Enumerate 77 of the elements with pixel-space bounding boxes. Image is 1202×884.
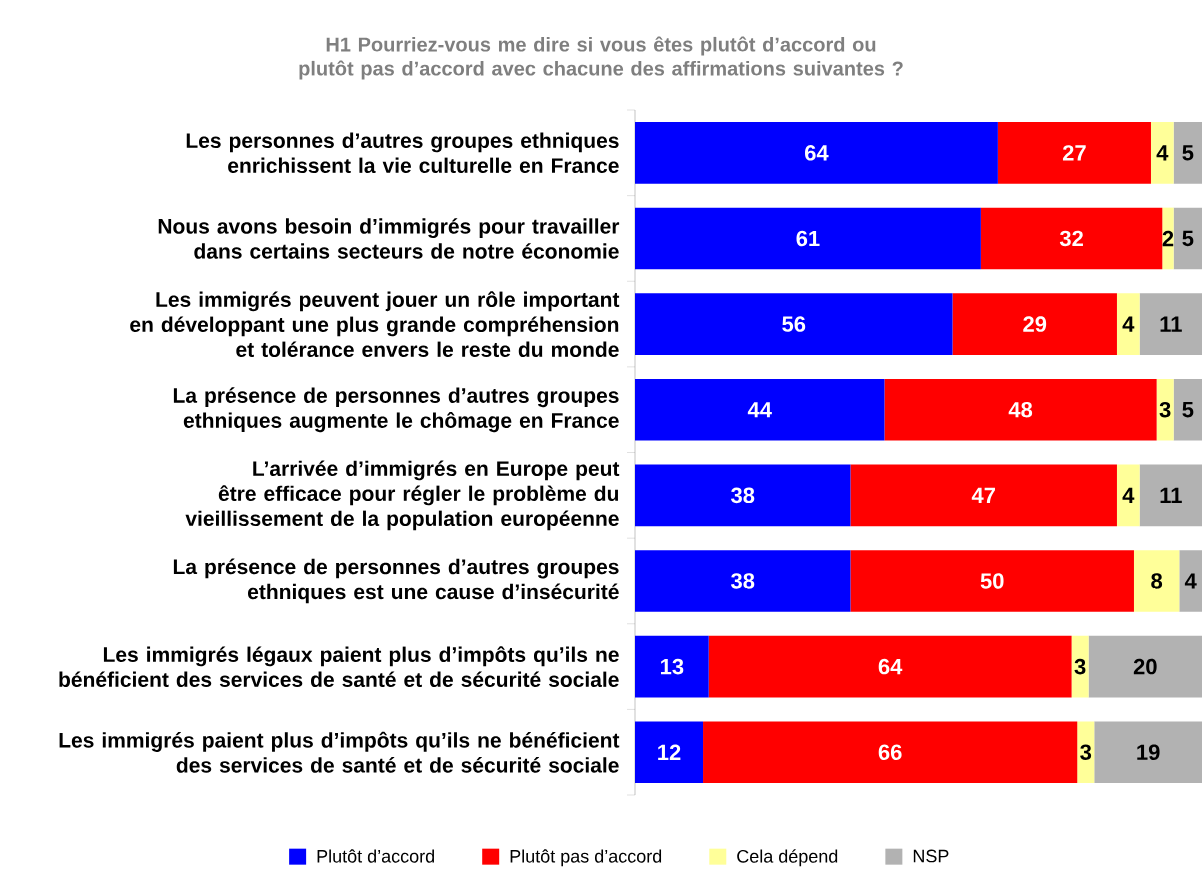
data-label: 56 xyxy=(782,316,806,332)
data-label: 19 xyxy=(1137,744,1160,760)
data-label: 4 xyxy=(1184,573,1197,589)
bar xyxy=(1071,635,1089,698)
bar xyxy=(1173,207,1202,270)
y-tick-label: La présence de personnes d’autres groupes ethniques est une cause d’insécurité xyxy=(173,558,619,604)
legend-label: Cela dépend xyxy=(737,849,838,867)
bar xyxy=(884,378,1157,441)
y-tick-label: Les immigrés peuvent jouer un rôle important en développant une plus grande compréhension et tolérance envers le reste du monde xyxy=(130,291,620,358)
data-label: 47 xyxy=(971,487,995,503)
bar xyxy=(1133,550,1180,612)
bar xyxy=(952,293,1117,355)
data-label: 64 xyxy=(805,145,829,161)
bar xyxy=(703,721,1078,784)
legend-label: Plutôt pas d’accord xyxy=(510,849,662,867)
bar xyxy=(635,721,704,784)
data-label: 4 xyxy=(1122,487,1135,503)
data-label: 13 xyxy=(661,658,684,675)
data-label: 3 xyxy=(1159,401,1171,418)
bar xyxy=(1116,293,1140,355)
bar xyxy=(1094,721,1202,784)
data-label: 48 xyxy=(1008,401,1033,418)
bar xyxy=(1162,207,1174,270)
data-label: 44 xyxy=(747,402,772,418)
data-label: 5 xyxy=(1182,230,1194,247)
bar xyxy=(1179,550,1202,612)
data-label: 8 xyxy=(1151,573,1163,589)
bar xyxy=(1173,378,1202,441)
bar xyxy=(1077,721,1095,784)
data-label: 38 xyxy=(731,487,755,504)
data-label: 3 xyxy=(1074,658,1086,675)
data-label: 64 xyxy=(878,658,903,675)
bar xyxy=(635,550,851,612)
data-label: 3 xyxy=(1080,744,1092,761)
data-label: 20 xyxy=(1133,658,1157,675)
bar xyxy=(635,635,709,698)
data-label: 5 xyxy=(1182,145,1194,161)
data-label: 66 xyxy=(878,744,902,760)
bar xyxy=(635,122,998,184)
y-tick-label: La présence de personnes d’autres groupes ethniques augmente le chômage en France xyxy=(173,387,619,433)
bar xyxy=(997,122,1151,184)
legend-label: NSP xyxy=(913,849,949,863)
data-label: 4 xyxy=(1156,145,1169,161)
data-label: 2 xyxy=(1162,230,1174,247)
bar xyxy=(1116,464,1140,527)
bar xyxy=(850,550,1134,612)
data-label: 38 xyxy=(731,573,755,589)
y-tick-label: Nous avons besoin d’immigrés pour travailler dans certains secteurs de notre économie xyxy=(158,218,620,259)
bar xyxy=(1156,378,1174,441)
data-label: 4 xyxy=(1122,316,1135,332)
bar xyxy=(635,293,953,355)
bar xyxy=(635,207,981,270)
y-tick-label: L’arrivée d’immigrés en Europe peut être efficace pour régler le problème du vieillissement de la population européenne xyxy=(185,460,620,531)
bar xyxy=(980,207,1163,270)
bar xyxy=(1139,293,1202,355)
legend-label: Plutôt d’accord xyxy=(317,849,434,863)
data-label: 61 xyxy=(796,230,820,247)
data-label: 32 xyxy=(1059,230,1083,247)
data-label: 27 xyxy=(1062,145,1086,161)
bar xyxy=(708,635,1072,698)
bar xyxy=(635,464,851,527)
bar xyxy=(1139,464,1202,527)
data-label: 50 xyxy=(980,573,1004,589)
data-label: 5 xyxy=(1182,402,1194,418)
y-tick-label: Les immigrés paient plus d’impôts qu’ils ne bénéficient des services de santé et de sécurité sociale xyxy=(59,731,620,773)
chart-title: H1 Pourriez-vous me dire si vous êtes plutôt d’accord ou plutôt pas d’accord avec chacune des affirmations suivantes ? xyxy=(299,36,903,80)
data-label: 11 xyxy=(1160,316,1182,332)
data-label: 11 xyxy=(1160,487,1182,503)
y-tick-label: Les personnes d’autres groupes ethniques enrichissent la vie culturelle en France xyxy=(186,132,619,174)
bar xyxy=(1088,635,1202,698)
bar xyxy=(1173,122,1202,184)
bar xyxy=(1150,122,1174,184)
y-tick-label: Les immigrés légaux paient plus d’impôts qu’ils ne bénéficient des services de santé et de sécurité sociale xyxy=(59,646,619,688)
bar xyxy=(635,378,885,441)
bar xyxy=(850,464,1117,527)
data-label: 12 xyxy=(658,744,681,760)
data-label: 29 xyxy=(1023,316,1047,332)
